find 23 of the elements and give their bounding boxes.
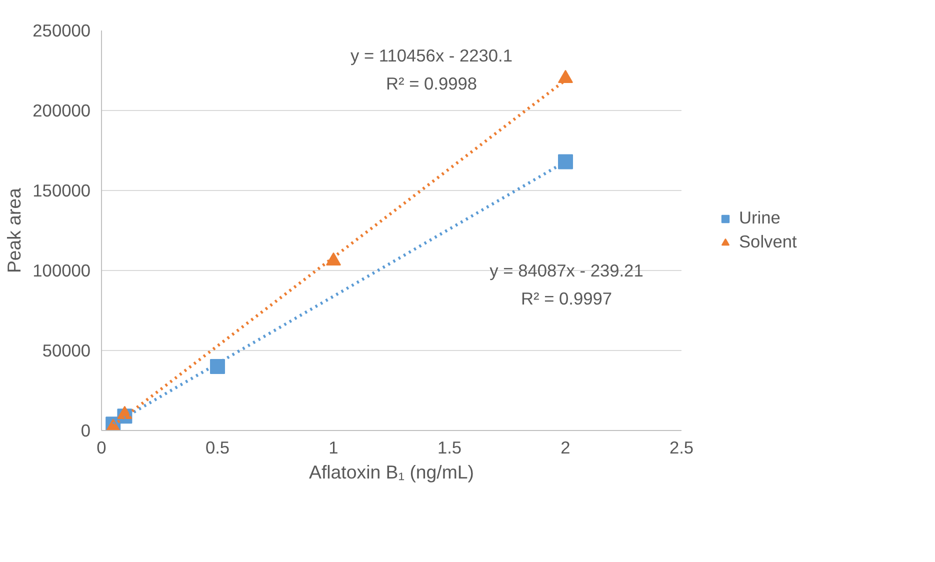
legend-label: Solvent bbox=[739, 232, 797, 252]
annotation: y = 110456x - 2230.1 bbox=[350, 46, 513, 66]
x-tick-label: 1 bbox=[328, 438, 338, 458]
y-tick-label: 50000 bbox=[42, 340, 90, 360]
annotation: y = 84087x - 239.21 bbox=[490, 260, 644, 280]
x-tick-label: 0 bbox=[96, 438, 106, 458]
y-tick-label: 100000 bbox=[32, 260, 91, 280]
point bbox=[558, 70, 573, 84]
x-tick-label: 2.5 bbox=[669, 438, 694, 458]
x-tick-label: 1.5 bbox=[437, 438, 462, 458]
y-tick-label: 200000 bbox=[32, 100, 91, 120]
y-tick-label: 150000 bbox=[32, 180, 91, 200]
y-axis-title: Peak area bbox=[4, 187, 25, 274]
legend-label: Urine bbox=[739, 208, 780, 228]
point bbox=[210, 359, 225, 374]
point bbox=[326, 252, 341, 266]
y-tick-label: 250000 bbox=[32, 20, 91, 40]
x-axis-title: Aflatoxin B₁ (ng/mL) bbox=[309, 462, 474, 482]
x-tick-label: 2 bbox=[560, 438, 570, 458]
annotation: R² = 0.9997 bbox=[520, 288, 612, 308]
y-tick-label: 0 bbox=[80, 420, 91, 440]
x-tick-label: 0.5 bbox=[205, 438, 230, 458]
annotation: R² = 0.9998 bbox=[386, 74, 478, 94]
